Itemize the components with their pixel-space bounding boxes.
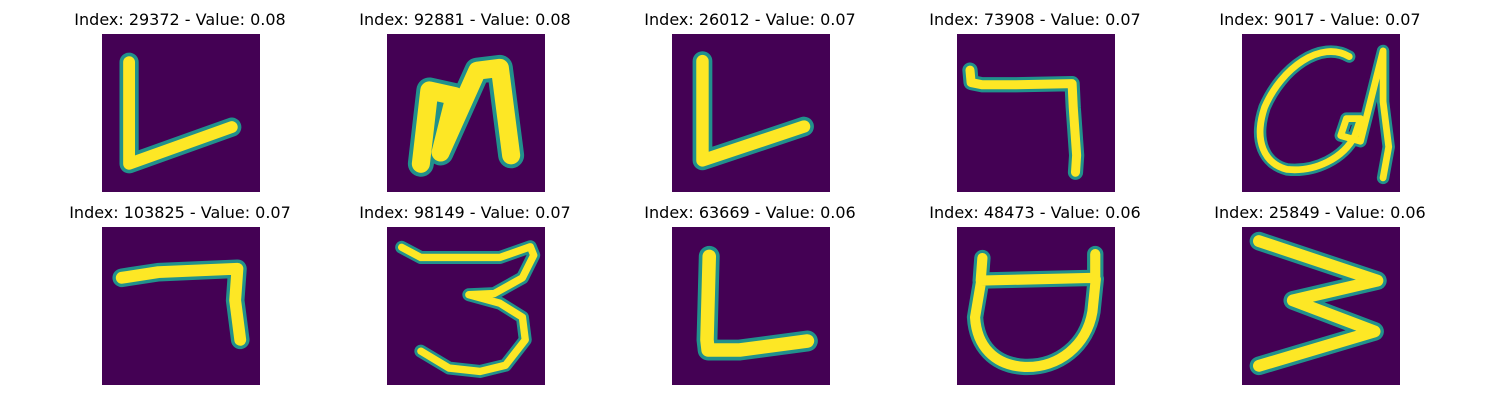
panel-title: Index: 73908 - Value: 0.07 [929, 10, 1141, 29]
panel-title: Index: 48473 - Value: 0.06 [929, 203, 1141, 222]
panel-8: Index: 63669 - Value: 0.06 [610, 203, 890, 393]
panel-9: Index: 48473 - Value: 0.06 [895, 203, 1175, 393]
panel-1: Index: 29372 - Value: 0.08 [40, 10, 320, 200]
panel-title: Index: 98149 - Value: 0.07 [359, 203, 571, 222]
panel-image [1242, 34, 1400, 192]
panel-title: Index: 25849 - Value: 0.06 [1214, 203, 1426, 222]
panel-image [102, 34, 260, 192]
panel-4: Index: 73908 - Value: 0.07 [895, 10, 1175, 200]
panel-image [102, 227, 260, 385]
panel-6: Index: 103825 - Value: 0.07 [40, 203, 320, 393]
panel-image [957, 34, 1115, 192]
panel-image [957, 227, 1115, 385]
panel-7: Index: 98149 - Value: 0.07 [325, 203, 605, 393]
panel-title: Index: 92881 - Value: 0.08 [359, 10, 571, 29]
panel-2: Index: 92881 - Value: 0.08 [325, 10, 605, 200]
panel-image [387, 34, 545, 192]
panel-10: Index: 25849 - Value: 0.06 [1180, 203, 1460, 393]
panel-image [672, 34, 830, 192]
panel-image [1242, 227, 1400, 385]
panel-image [672, 227, 830, 385]
panel-title: Index: 26012 - Value: 0.07 [644, 10, 856, 29]
panel-title: Index: 103825 - Value: 0.07 [69, 203, 291, 222]
panel-title: Index: 9017 - Value: 0.07 [1219, 10, 1421, 29]
panel-3: Index: 26012 - Value: 0.07 [610, 10, 890, 200]
panel-title: Index: 29372 - Value: 0.08 [74, 10, 286, 29]
panel-title: Index: 63669 - Value: 0.06 [644, 203, 856, 222]
panel-image [387, 227, 545, 385]
panel-5: Index: 9017 - Value: 0.07 [1180, 10, 1460, 200]
